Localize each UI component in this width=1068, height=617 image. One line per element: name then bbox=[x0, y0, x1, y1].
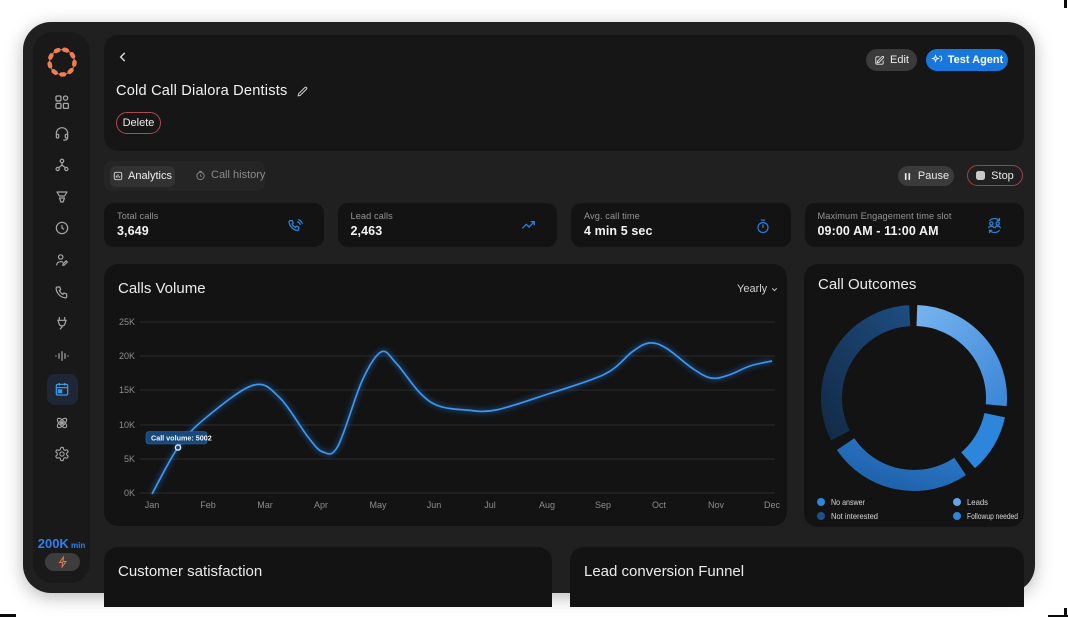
svg-text:20K: 20K bbox=[119, 351, 135, 361]
svg-text:Dec: Dec bbox=[764, 500, 781, 510]
svg-text:Apr: Apr bbox=[314, 500, 328, 510]
svg-text:Jan: Jan bbox=[145, 500, 160, 510]
svg-text:Sep: Sep bbox=[595, 500, 611, 510]
svg-text:0K: 0K bbox=[124, 488, 135, 498]
svg-text:Leads: Leads bbox=[967, 497, 988, 507]
svg-text:No answer: No answer bbox=[831, 497, 865, 507]
svg-text:5K: 5K bbox=[124, 454, 135, 464]
svg-text:15K: 15K bbox=[119, 385, 135, 395]
svg-text:May: May bbox=[369, 500, 387, 510]
svg-text:25K: 25K bbox=[119, 317, 135, 327]
svg-text:Feb: Feb bbox=[200, 500, 216, 510]
svg-text:Not interested: Not interested bbox=[831, 511, 878, 521]
svg-text:Nov: Nov bbox=[708, 500, 725, 510]
svg-text:Jun: Jun bbox=[427, 500, 442, 510]
svg-text:Aug: Aug bbox=[539, 500, 555, 510]
svg-text:Mar: Mar bbox=[257, 500, 273, 510]
svg-text:Oct: Oct bbox=[652, 500, 667, 510]
svg-text:Jul: Jul bbox=[484, 500, 496, 510]
svg-text:Followup needed: Followup needed bbox=[967, 511, 1018, 521]
svg-text:Call volume: 5002: Call volume: 5002 bbox=[151, 434, 212, 443]
svg-text:10K: 10K bbox=[119, 420, 135, 430]
